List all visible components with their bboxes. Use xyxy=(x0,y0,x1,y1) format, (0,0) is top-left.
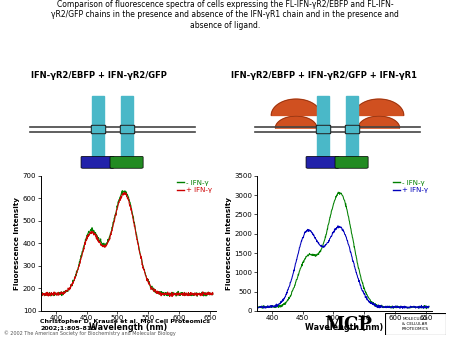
Bar xyxy=(122,96,133,126)
Bar xyxy=(92,126,104,132)
Bar xyxy=(346,96,358,126)
X-axis label: Wavelength (nm): Wavelength (nm) xyxy=(305,322,383,332)
Bar xyxy=(92,132,104,160)
Bar xyxy=(120,125,134,132)
X-axis label: Wavelength (nm): Wavelength (nm) xyxy=(89,322,167,332)
Text: IFN-γR2/EBFP + IFN-γR2/GFP + IFN-γR1: IFN-γR2/EBFP + IFN-γR2/GFP + IFN-γR1 xyxy=(231,71,417,80)
Text: IFN-γR2/EBFP + IFN-γR2/GFP: IFN-γR2/EBFP + IFN-γR2/GFP xyxy=(31,71,167,80)
Y-axis label: Fluorescence Intensity: Fluorescence Intensity xyxy=(225,197,232,290)
Text: Christopher D. Krause et al. Mol Cell Proteomics
2002;1:805-815: Christopher D. Krause et al. Mol Cell Pr… xyxy=(40,319,211,330)
FancyBboxPatch shape xyxy=(110,156,143,168)
Text: MCP: MCP xyxy=(324,316,372,334)
Text: © 2002 The American Society for Biochemistry and Molecular Biology: © 2002 The American Society for Biochemi… xyxy=(4,331,176,336)
Bar xyxy=(317,96,328,126)
Y-axis label: Fluorescence Intensity: Fluorescence Intensity xyxy=(14,197,20,290)
Bar xyxy=(122,132,133,160)
Polygon shape xyxy=(275,116,317,128)
Legend: - IFN-γ, + IFN-γ: - IFN-γ, + IFN-γ xyxy=(176,179,212,194)
Bar xyxy=(346,132,358,160)
FancyBboxPatch shape xyxy=(81,156,114,168)
Bar xyxy=(92,96,104,126)
Text: MOLECULAR
& CELLULAR
PROTEOMICS: MOLECULAR & CELLULAR PROTEOMICS xyxy=(401,317,429,331)
Polygon shape xyxy=(354,99,404,116)
FancyBboxPatch shape xyxy=(306,156,339,168)
Bar xyxy=(345,125,359,132)
Polygon shape xyxy=(271,99,321,116)
Polygon shape xyxy=(358,116,400,128)
Bar xyxy=(91,125,105,132)
Legend: - IFN-γ, + IFN-γ: - IFN-γ, + IFN-γ xyxy=(392,179,428,194)
Bar xyxy=(346,126,358,132)
FancyBboxPatch shape xyxy=(335,156,368,168)
Text: Comparison of fluorescence spectra of cells expressing the FL-IFN-γR2/EBFP and F: Comparison of fluorescence spectra of ce… xyxy=(51,0,399,30)
Bar xyxy=(317,126,328,132)
Bar xyxy=(317,132,328,160)
Bar xyxy=(122,126,133,132)
Bar xyxy=(316,125,330,132)
